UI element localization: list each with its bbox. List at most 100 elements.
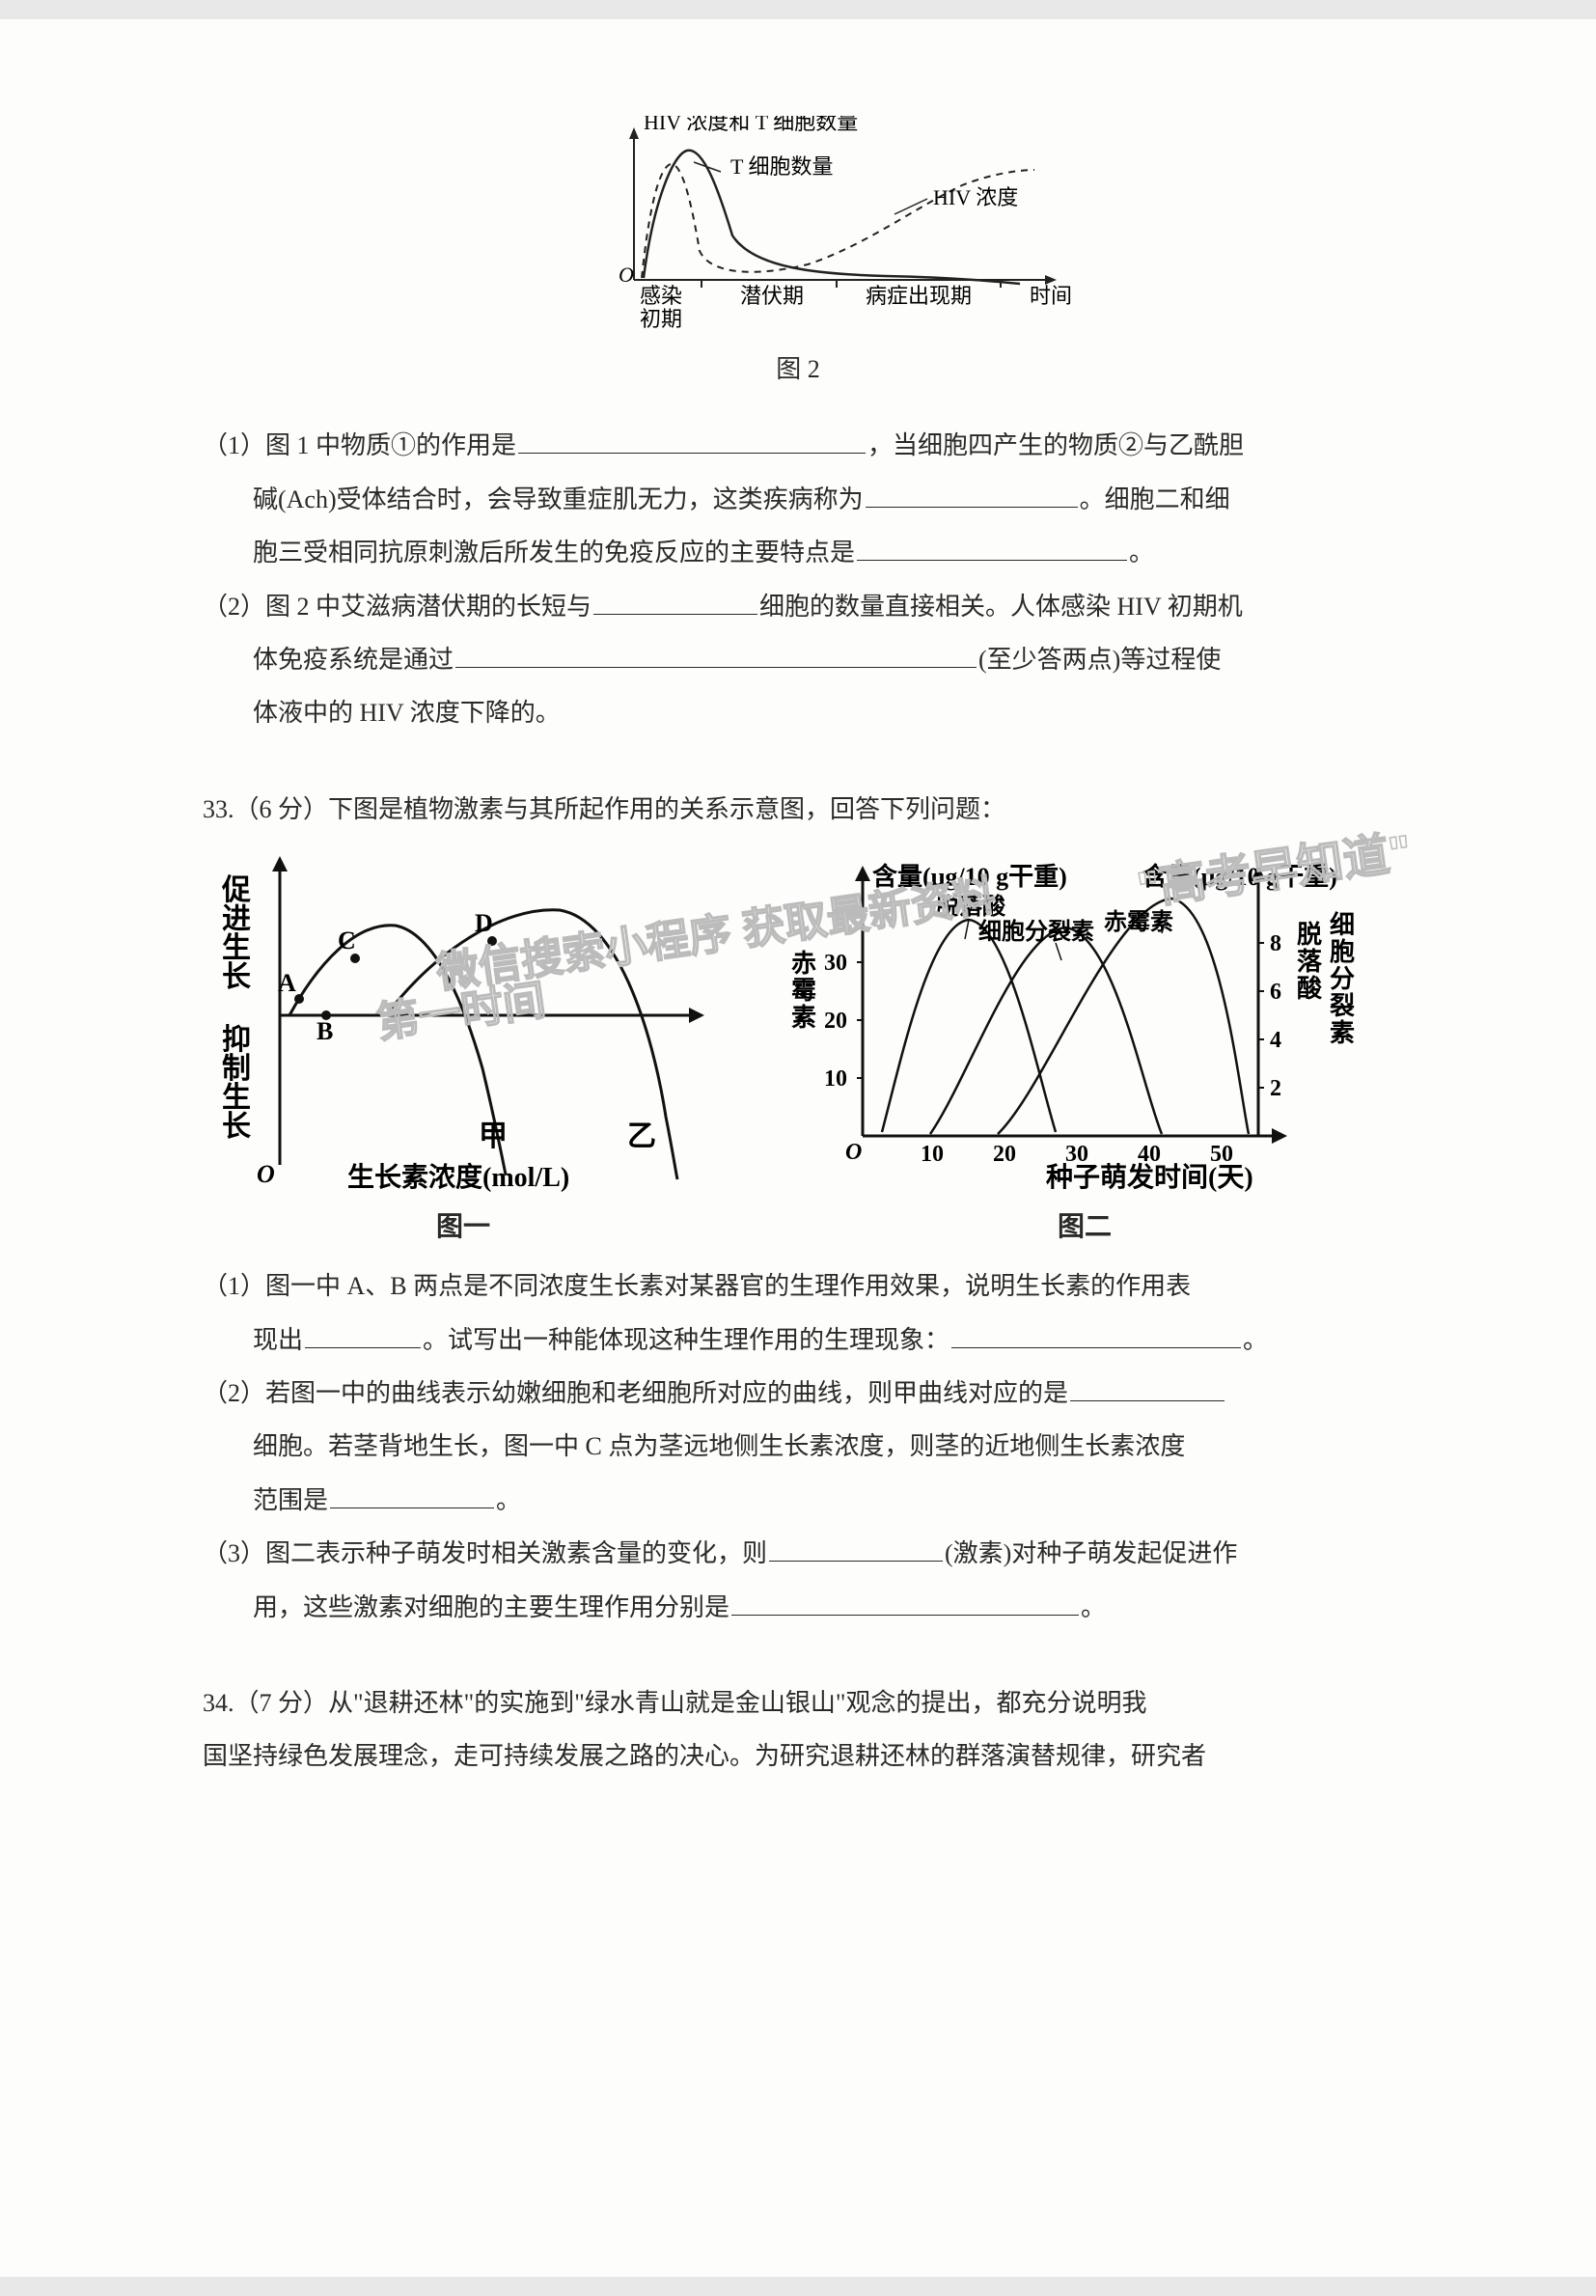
figure-2-block: HIV 浓度和 T 细胞数量 T 细胞数量 HIV 浓度 O 感染 初期 潜伏期… (203, 116, 1393, 393)
q33-1b-line: 现出 。试写出一种能体现这种生理作用的生理现象： 。 (203, 1316, 1393, 1364)
fig2-tcell-label: T 细胞数量 (730, 154, 834, 179)
pt-D: D (475, 909, 493, 937)
q33-fig1-col: A B C D 甲 乙 促进生长 抑制生长 O 生长素浓度(mol/L) 图 (203, 846, 724, 1253)
q32-2b: 细胞的数量直接相关。人体感染 HIV 初期机 (759, 593, 1243, 621)
fig2-xlabel: 种子萌发时间(天) (1046, 1161, 1253, 1193)
fig2-x2: 潜伏期 (740, 284, 804, 308)
blank (951, 1323, 1241, 1348)
c1: 脱落酸 (936, 893, 1006, 920)
yrt3: 6 (1270, 980, 1281, 1005)
blank (455, 643, 977, 668)
xt1: 10 (921, 1142, 944, 1167)
fig2-x4: 时间 (1030, 284, 1072, 308)
q32-1: （1）图 1 中物质①的作用是 ，当细胞四产生的物质②与乙酰胆 (203, 422, 1393, 469)
q33-3b: (激素)对种子萌发起促进作 (945, 1539, 1237, 1567)
q33-fig2-caption: 图二 (1058, 1202, 1112, 1253)
q33-2: （2）若图一中的曲线表示幼嫩细胞和老细胞所对应的曲线，则甲曲线对应的是 (203, 1369, 1393, 1417)
q32-2e-line: 体液中的 HIV 浓度下降的。 (203, 689, 1393, 736)
fig1-ybot: 抑制生长 (222, 1024, 251, 1143)
fig2-yl-label: 含量(μg/10 g干重) (872, 862, 1067, 891)
fig2-rightsub1: 脱落酸 (1297, 921, 1323, 1003)
q33-fig1-chart: A B C D 甲 乙 促进生长 抑制生长 O 生长素浓度(mol/L) (203, 846, 724, 1194)
fig2-hiv-label: HIV 浓度 (933, 185, 1018, 209)
fig1-ytop: 促进生长 (221, 874, 251, 993)
q32-1c-line: 碱(Ach)受体结合时，会导致重症肌无力，这类疾病称为 。细胞二和细 (203, 476, 1393, 523)
q32-2a: （2）图 2 中艾滋病潜伏期的长短与 (203, 593, 592, 621)
q33-2b-line: 细胞。若茎背地生长，图一中 C 点为茎远地侧生长素浓度，则茎的近地侧生长素浓度 (203, 1423, 1393, 1470)
fig2-y-label: HIV 浓度和 T 细胞数量 (644, 116, 858, 134)
q33-1: （1）图一中 A、B 两点是不同浓度生长素对某器官的生理作用效果，说明生长素的作… (203, 1262, 1393, 1310)
q33-fig1-caption: 图一 (436, 1202, 490, 1253)
q32-2c: 体免疫系统是通过 (253, 646, 454, 674)
q32-body: （1）图 1 中物质①的作用是 ，当细胞四产生的物质②与乙酰胆 碱(Ach)受体结… (203, 422, 1393, 736)
q32-1d: 。细胞二和细 (1080, 485, 1230, 513)
blank (518, 429, 866, 454)
q33-3d: 。 (1081, 1593, 1106, 1621)
figure-2-chart: HIV 浓度和 T 细胞数量 T 细胞数量 HIV 浓度 O 感染 初期 潜伏期… (576, 116, 1078, 338)
pt-B: B (316, 1017, 333, 1045)
fig2-rightsub2: 细胞分裂素 (1330, 910, 1355, 1047)
fig2-origin: O (619, 263, 634, 287)
blank (731, 1591, 1079, 1616)
blank (330, 1483, 494, 1508)
blank (769, 1536, 943, 1562)
q32-1c: 碱(Ach)受体结合时，会导致重症肌无力，这类疾病称为 (253, 485, 864, 513)
q32-2e: 体液中的 HIV 浓度下降的。 (253, 699, 561, 727)
q33-2c-line: 范围是 。 (203, 1477, 1393, 1524)
q33-3a: （3）图二表示种子萌发时相关激素含量的变化，则 (203, 1539, 767, 1567)
pt-C: C (338, 927, 356, 954)
blank (857, 536, 1127, 561)
exam-page: HIV 浓度和 T 细胞数量 T 细胞数量 HIV 浓度 O 感染 初期 潜伏期… (0, 19, 1596, 2277)
fig1-origin: O (257, 1160, 275, 1188)
q32-1e: 胞三受相同抗原刺激后所发生的免疫反应的主要特点是 (253, 539, 855, 567)
q33-figures: "高考早知道" 微信搜索小程序 获取最新资料 第一时间 (203, 846, 1393, 1253)
q33-2a: （2）若图一中的曲线表示幼嫩细胞和老细胞所对应的曲线，则甲曲线对应的是 (203, 1379, 1068, 1407)
fig2-yr-label: 含量(μg/10 g干重) (1142, 862, 1337, 891)
q32-2: （2）图 2 中艾滋病潜伏期的长短与 细胞的数量直接相关。人体感染 HIV 初期机 (203, 583, 1393, 630)
fig2-x1b: 初期 (640, 307, 682, 331)
blank (1070, 1376, 1225, 1401)
q33-fig2-chart: 10 20 30 2 4 6 8 O 10 20 30 40 50 (776, 846, 1393, 1194)
q32-1e-line: 胞三受相同抗原刺激后所发生的免疫反应的主要特点是 。 (203, 529, 1393, 576)
fig2-leftsub: 赤霉素 (791, 950, 816, 1032)
q34-body: 34.（7 分）从"退耕还林"的实施到"绿水青山就是金山银山"观念的提出，都充分… (203, 1679, 1393, 1781)
q34-l2: 国坚持绿色发展理念，走可持续发展之路的决心。为研究退耕还林的群落演替规律，研究者 (203, 1732, 1393, 1780)
pt-A: A (278, 969, 296, 997)
q32-1f: 。 (1129, 539, 1154, 567)
lbl-yi: 乙 (627, 1120, 656, 1152)
yrt1: 2 (1270, 1076, 1281, 1101)
blank (305, 1323, 421, 1348)
q32-1a: （1）图 1 中物质①的作用是 (203, 431, 516, 459)
q33-1b: 现出 (253, 1326, 303, 1354)
lbl-jia: 甲 (479, 1120, 508, 1152)
q32-2c-line: 体免疫系统是通过 (至少答两点)等过程使 (203, 636, 1393, 683)
yrt2: 4 (1270, 1028, 1281, 1053)
q33-3: （3）图二表示种子萌发时相关激素含量的变化，则 (激素)对种子萌发起促进作 (203, 1530, 1393, 1577)
q33-1d: 。 (1243, 1326, 1268, 1354)
fig1-xlabel: 生长素浓度(mol/L) (347, 1162, 569, 1193)
q33-fig2-col: 10 20 30 2 4 6 8 O 10 20 30 40 50 (776, 846, 1393, 1253)
blank (866, 483, 1078, 508)
q32-2d: (至少答两点)等过程使 (978, 646, 1221, 674)
q33-3c: 用，这些激素对细胞的主要生理作用分别是 (253, 1593, 729, 1621)
c2: 细胞分裂素 (978, 918, 1094, 945)
figure-2-caption: 图 2 (776, 346, 820, 393)
q33-1c: 。试写出一种能体现这种生理作用的生理现象： (423, 1326, 949, 1354)
fig2-x1: 感染 (640, 284, 682, 308)
fig2-x3: 病症出现期 (866, 284, 972, 308)
ylt3: 30 (824, 951, 847, 976)
q33-head: 33.（6 分）下图是植物激素与其所起作用的关系示意图，回答下列问题： (203, 786, 1393, 833)
yrt4: 8 (1270, 931, 1281, 956)
q33-body: 33.（6 分）下图是植物激素与其所起作用的关系示意图，回答下列问题： "高考早… (203, 786, 1393, 1631)
q33-3c-line: 用，这些激素对细胞的主要生理作用分别是 。 (203, 1584, 1393, 1631)
q33-2c: 范围是 (253, 1486, 328, 1514)
q32-1b: ，当细胞四产生的物质②与乙酰胆 (867, 431, 1244, 459)
q33-2d: 。 (496, 1486, 521, 1514)
q34-l1: 34.（7 分）从"退耕还林"的实施到"绿水青山就是金山银山"观念的提出，都充分… (203, 1679, 1393, 1727)
blank (593, 590, 757, 615)
ylt1: 10 (824, 1066, 847, 1092)
q33-2b: 细胞。若茎背地生长，图一中 C 点为茎远地侧生长素浓度，则茎的近地侧生长素浓度 (253, 1432, 1185, 1460)
q33-1a: （1）图一中 A、B 两点是不同浓度生长素对某器官的生理作用效果，说明生长素的作… (203, 1272, 1191, 1300)
fig2-origin: O (845, 1140, 862, 1165)
ylt2: 20 (824, 1009, 847, 1034)
